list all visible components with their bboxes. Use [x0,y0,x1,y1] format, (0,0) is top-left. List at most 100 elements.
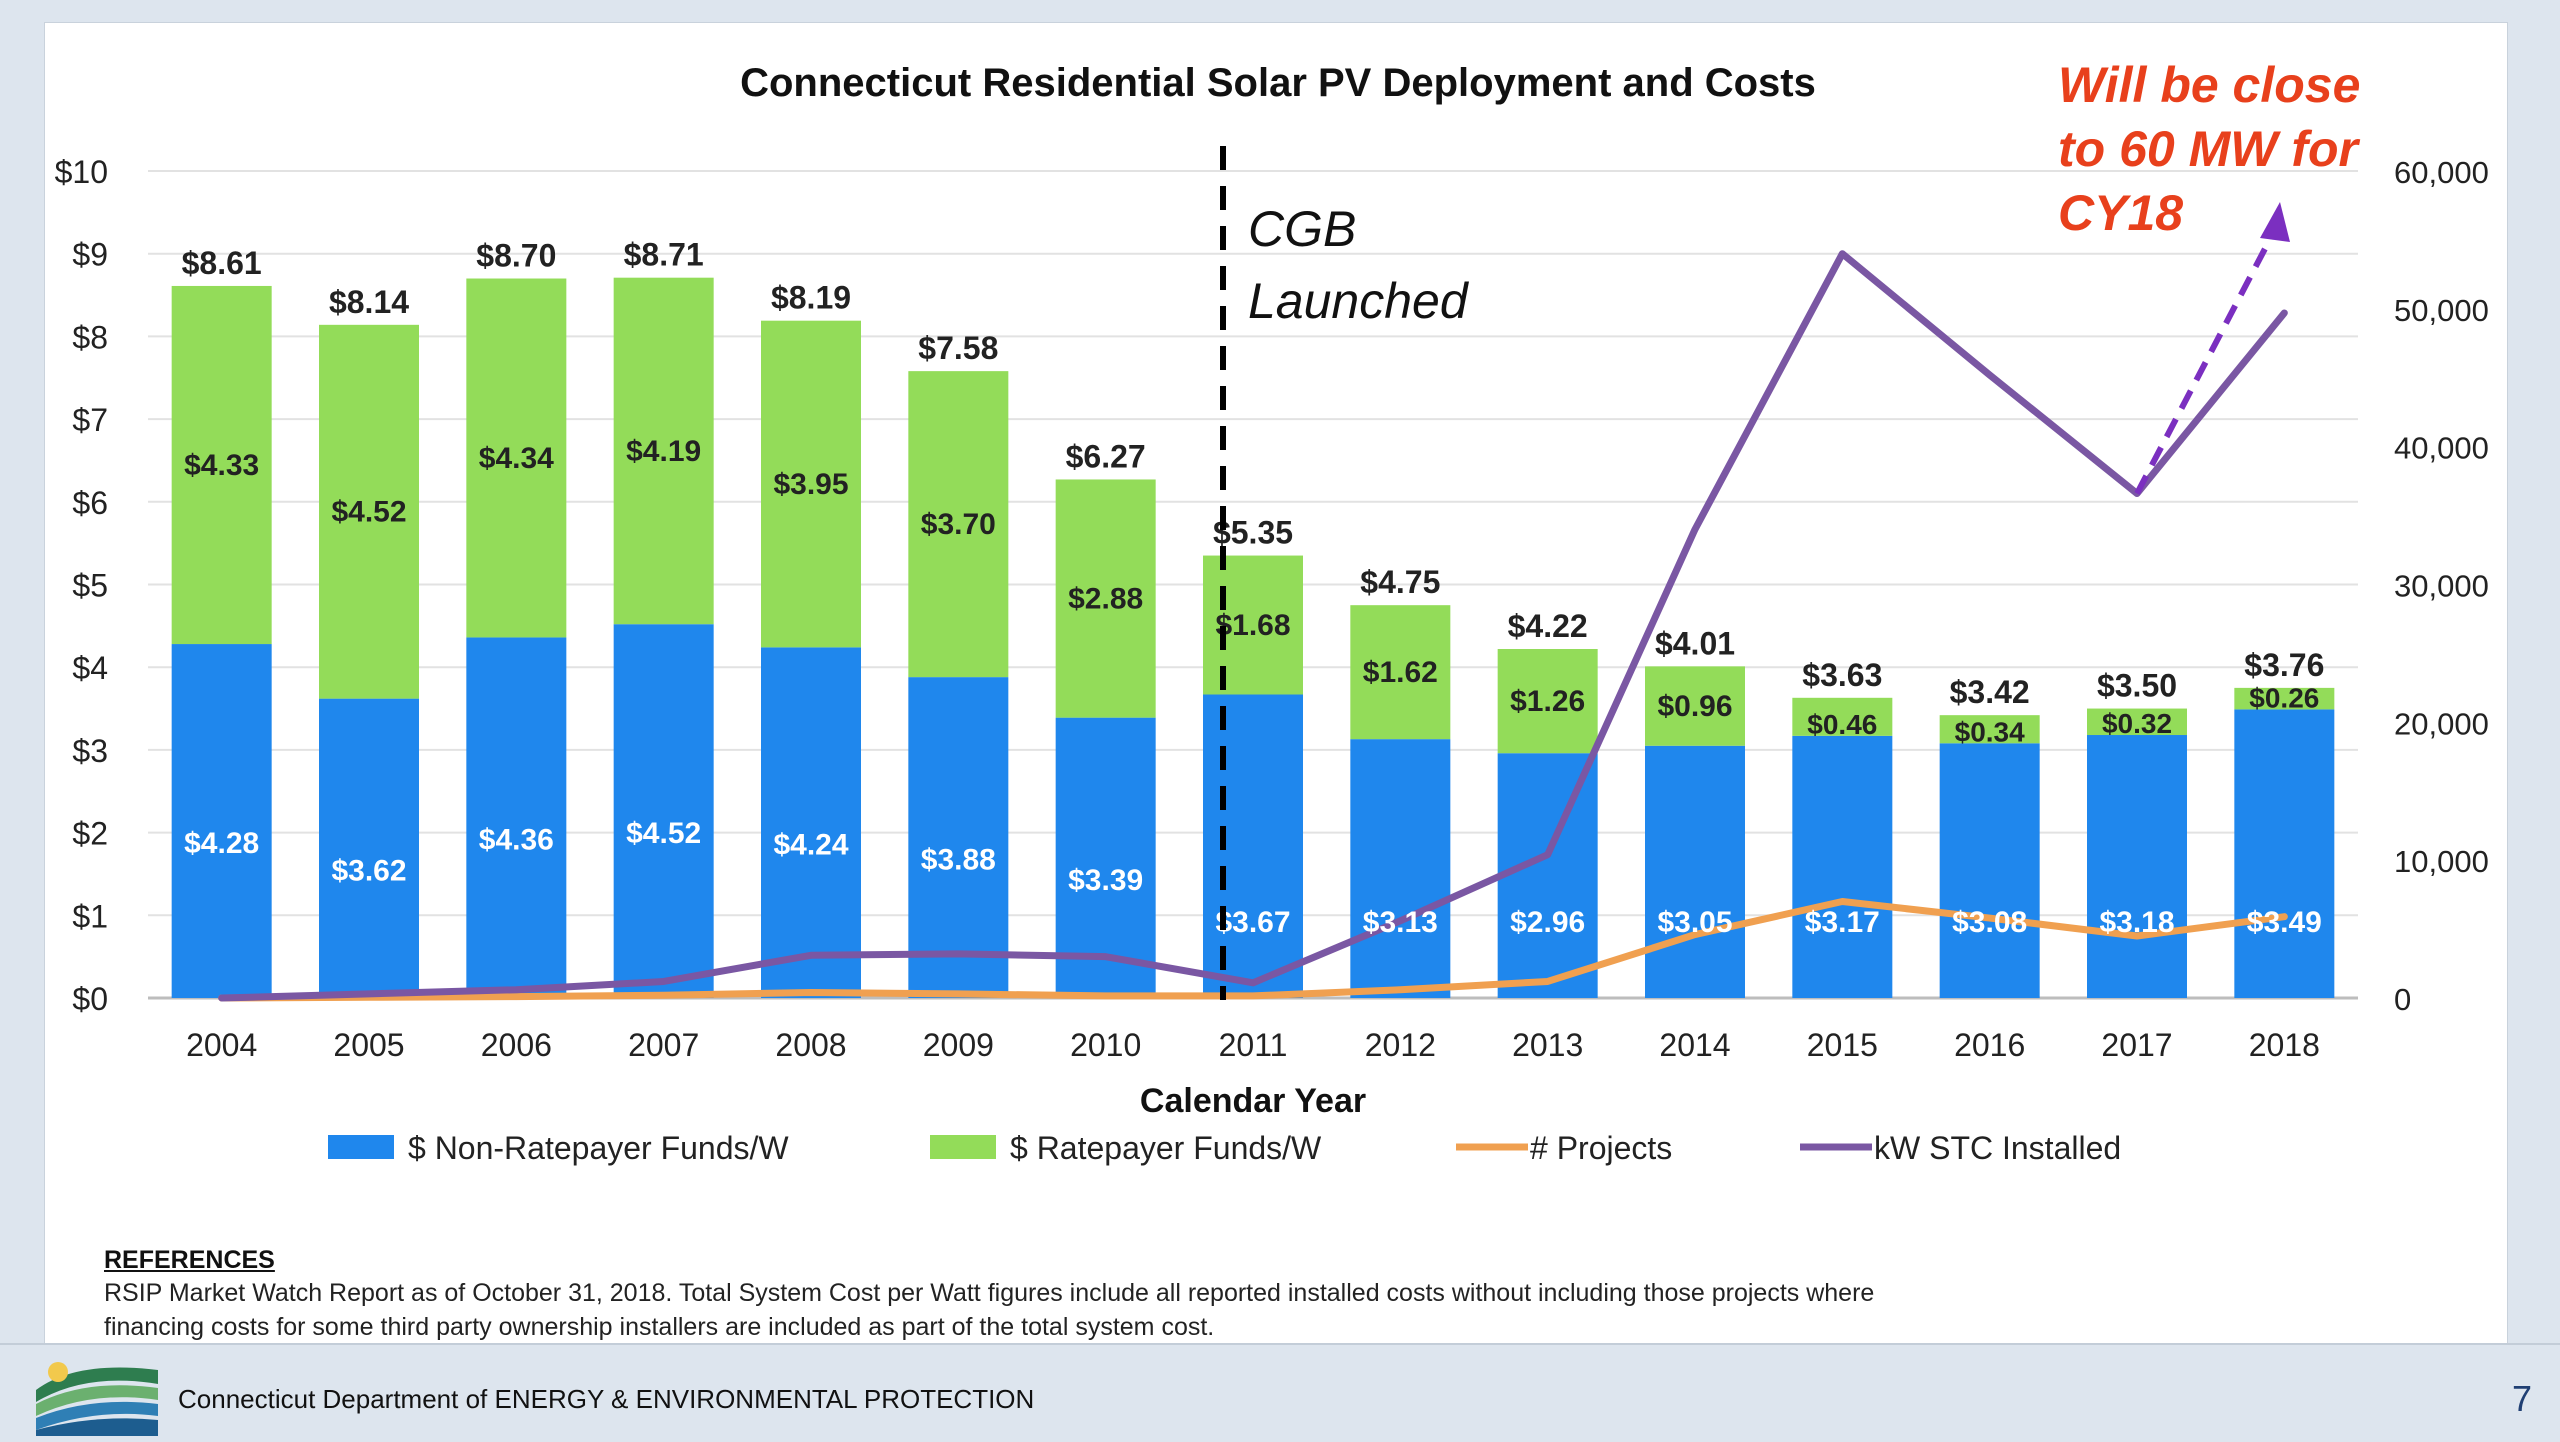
label-non-ratepayer: $3.67 [1215,906,1290,939]
legend-label: kW STC Installed [1874,1130,2121,1166]
label-ratepayer: $3.70 [921,508,996,541]
label-ratepayer: $0.96 [1657,690,1732,723]
bar-ratepayer [2234,687,2335,710]
footer-department: Connecticut Department of ENERGY & ENVIR… [178,1384,1035,1414]
x-tick-label: 2005 [333,1027,404,1063]
page-number: 7 [2512,1378,2533,1419]
label-ratepayer: $3.95 [773,468,848,501]
footer-bar [0,1343,2560,1442]
label-total: $4.75 [1360,564,1440,600]
label-total: $3.42 [1950,674,2030,710]
x-tick-label: 2004 [186,1027,257,1063]
bar-non-ratepayer [171,644,272,998]
references-title: REFERENCES [104,1246,275,1274]
label-non-ratepayer: $3.08 [1952,906,2027,939]
line-projects [218,898,2288,1002]
y-tick-label: $8 [72,319,108,355]
label-non-ratepayer: $4.52 [626,817,701,850]
bar-ratepayer [466,278,567,638]
y-tick-label: $7 [72,402,108,438]
legend-label: $ Ratepayer Funds/W [1010,1130,1322,1166]
bar-ratepayer [1645,666,1745,746]
projection-annotation-line: to 60 MW for [2058,121,2361,177]
bar-ratepayer [1497,649,1598,754]
y2-tick-label: 30,000 [2394,569,2489,604]
label-ratepayer: $4.34 [479,442,554,475]
label-total: $4.01 [1655,625,1735,661]
bar-non-ratepayer [466,637,567,998]
bar-ratepayer [1055,479,1156,718]
label-non-ratepayer: $3.13 [1363,906,1438,939]
label-ratepayer: $4.19 [626,435,701,468]
label-ratepayer: $0.34 [1955,716,2025,747]
y-tick-label: $9 [72,237,108,273]
label-total: $3.50 [2097,668,2177,704]
legend-swatch [930,1135,996,1159]
legend-swatch [328,1135,394,1159]
label-ratepayer: $2.88 [1068,583,1143,616]
y-tick-label: $10 [55,154,108,190]
x-axis-label: Calendar Year [1140,1082,1366,1120]
bar-non-ratepayer [2087,735,2187,998]
deep-logo-icon [36,1350,158,1436]
x-tick-label: 2012 [1365,1027,1436,1063]
annotations: CGB Launched Will be close to 60 MW for CY18 [1220,57,2361,1000]
projection-arrow-line [2134,218,2283,495]
label-non-ratepayer: $4.28 [184,827,259,860]
projection-annotation-line: Will be close [2058,57,2360,113]
bar-ratepayer [1203,555,1303,695]
lines [218,250,2288,1002]
y2-tick-label: 60,000 [2394,155,2489,190]
bar-non-ratepayer [1055,717,1156,998]
projection-arrowhead-icon [2260,202,2290,242]
label-non-ratepayer: $3.18 [2099,906,2174,939]
label-ratepayer: $0.26 [2249,682,2319,713]
line-kw-installed [218,250,2288,1002]
bar-non-ratepayer [1497,753,1598,998]
bar-ratepayer [171,285,272,645]
bar-ratepayer [1792,697,1893,736]
bar-non-ratepayer [613,624,714,998]
label-ratepayer: $0.32 [2102,708,2172,739]
projection-annotation-line: CY18 [2058,185,2183,241]
x-tick-label: 2017 [2101,1027,2172,1063]
label-total: $8.71 [624,237,704,273]
x-tick-label: 2013 [1512,1027,1583,1063]
label-total: $3.63 [1802,657,1882,693]
bar-non-ratepayer [1350,739,1451,998]
label-ratepayer: $1.62 [1363,656,1438,689]
label-non-ratepayer: $3.05 [1657,906,1732,939]
label-non-ratepayer: $4.24 [773,829,848,862]
x-tick-label: 2008 [775,1027,846,1063]
bar-non-ratepayer [1939,743,2040,998]
legend-label: $ Non-Ratepayer Funds/W [408,1130,789,1166]
label-total: $8.14 [329,284,409,320]
y-tick-label: $4 [72,650,108,686]
label-non-ratepayer: $3.62 [331,854,406,887]
y2-tick-label: 20,000 [2394,706,2489,741]
bar-ratepayer [761,320,861,648]
y-tick-label: $6 [72,485,108,521]
bar-ratepayer [908,371,1009,678]
bar-non-ratepayer [2234,709,2335,998]
y-tick-label: $5 [72,568,108,604]
x-tick-label: 2011 [1219,1027,1288,1063]
x-tick-label: 2010 [1070,1027,1141,1063]
y2-tick-label: 10,000 [2394,844,2489,879]
bar-ratepayer [1350,605,1451,740]
y-tick-label: $0 [72,981,108,1017]
label-non-ratepayer: $3.88 [921,844,996,877]
bar-ratepayer [1939,715,2040,744]
label-non-ratepayer: $2.96 [1510,906,1585,939]
bar-non-ratepayer [319,698,419,998]
legend: $ Non-Ratepayer Funds/W $ Ratepayer Funds… [328,1130,2121,1166]
bars [171,277,2335,998]
references-text: RSIP Market Watch Report as of October 3… [104,1279,1875,1341]
label-ratepayer: $1.26 [1510,685,1585,718]
label-total: $8.70 [476,238,556,274]
label-total: $7.58 [918,330,998,366]
bar-non-ratepayer [908,677,1009,998]
bar-non-ratepayer [1792,735,1893,998]
x-tick-label: 2009 [923,1027,994,1063]
bar-non-ratepayer [1203,694,1303,998]
